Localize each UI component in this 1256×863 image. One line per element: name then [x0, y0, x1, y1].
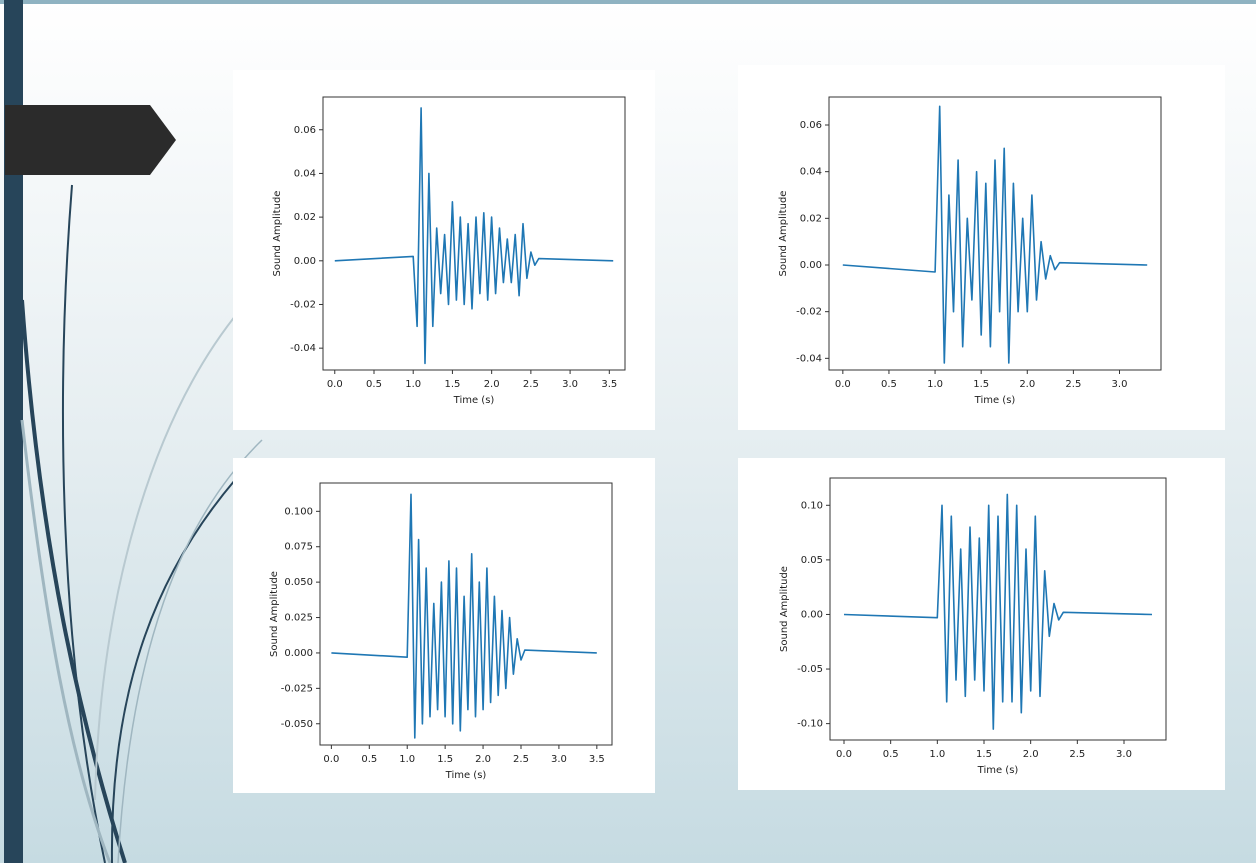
x-tick-label: 0.0: [323, 754, 339, 765]
x-tick-label: 0.5: [366, 379, 382, 390]
x-tick-label: 1.0: [399, 754, 415, 765]
x-axis-label: Time (s): [453, 395, 495, 406]
decor-curves: [20, 184, 263, 863]
y-tick-label: 0.00: [294, 256, 316, 267]
plot-frame: [322, 96, 626, 371]
chart: -0.04 -0.02 0.00 0.02 0.04 0.06 0.0 0.5 1.0 1.5 2.…: [738, 65, 1225, 430]
y-tick-label: 0.000: [284, 648, 313, 659]
plot-frame: [829, 477, 1167, 741]
y-tick-label: 0.025: [284, 613, 313, 624]
title-tab: [5, 105, 176, 175]
x-tick-label: 0.5: [881, 379, 897, 390]
x-tick-label: 0.0: [327, 379, 343, 390]
chart: -0.04 -0.02 0.00 0.02 0.04 0.06 0.0 0.5 1.0 1.5 2.…: [233, 70, 655, 430]
x-tick-label: 3.0: [551, 754, 567, 765]
y-tick-label: 0.06: [294, 125, 316, 136]
x-tick-label: 2.5: [1065, 379, 1081, 390]
chart: -0.10 -0.05 0.00 0.05 0.10 0.0 0.5 1.0 1.5 2.0 2.5…: [738, 458, 1225, 790]
y-tick-label: -0.10: [797, 719, 823, 730]
x-tick-label: 1.0: [929, 749, 945, 760]
y-tick-label: -0.050: [281, 719, 313, 730]
curve: [94, 309, 241, 801]
y-tick-label: 0.02: [294, 212, 316, 223]
x-tick-label: 1.0: [405, 379, 421, 390]
x-tick-label: 1.5: [976, 749, 992, 760]
x-tick-label: 2.0: [475, 754, 491, 765]
waveform: [331, 493, 597, 739]
y-axis-label: Sound Amplitude: [778, 191, 789, 277]
y-tick-label: -0.04: [290, 343, 316, 354]
y-tick-label: 0.05: [801, 555, 823, 566]
y-tick-label: 0.00: [801, 609, 823, 620]
x-axis-label: Time (s): [977, 765, 1019, 776]
y-tick-label: 0.075: [284, 542, 313, 553]
x-tick-label: 2.5: [1069, 749, 1085, 760]
x-tick-label: 3.0: [562, 379, 578, 390]
chart: -0.050 -0.025 0.000 0.025 0.050 0.075 0.100 0.0…: [233, 458, 655, 793]
y-tick-label: -0.025: [281, 683, 313, 694]
chart-panel: [738, 65, 1225, 430]
x-tick-label: 2.5: [523, 379, 539, 390]
y-tick-label: 0.050: [284, 577, 313, 588]
side-bar: [4, 0, 23, 863]
chart-panel: [233, 458, 655, 793]
x-tick-label: 3.5: [589, 754, 605, 765]
y-axis-label: Sound Amplitude: [269, 571, 280, 657]
curve: [20, 299, 127, 863]
x-tick-label: 1.5: [973, 379, 989, 390]
x-tick-label: 0.5: [883, 749, 899, 760]
waveform: [842, 105, 1148, 364]
waveform: [334, 107, 614, 365]
y-axis-label: Sound Amplitude: [779, 566, 790, 652]
x-tick-label: 0.0: [836, 749, 852, 760]
y-tick-label: -0.04: [796, 353, 822, 364]
curve: [117, 439, 263, 863]
y-tick-label: -0.05: [797, 664, 823, 675]
y-tick-label: 0.06: [800, 120, 822, 131]
y-tick-label: 0.04: [294, 168, 316, 179]
curve: [62, 184, 106, 863]
x-tick-label: 1.0: [927, 379, 943, 390]
y-tick-label: -0.02: [796, 307, 822, 318]
y-tick-label: 0.02: [800, 213, 822, 224]
x-tick-label: 2.0: [1019, 379, 1035, 390]
x-tick-label: 2.0: [484, 379, 500, 390]
x-tick-label: 0.0: [835, 379, 851, 390]
x-tick-label: 1.5: [444, 379, 460, 390]
curve: [110, 479, 236, 863]
x-tick-label: 1.5: [437, 754, 453, 765]
x-axis-label: Time (s): [974, 395, 1016, 406]
x-tick-label: 3.5: [601, 379, 617, 390]
plot-frame: [828, 96, 1162, 371]
y-tick-label: 0.04: [800, 167, 822, 178]
y-tick-label: 0.00: [800, 260, 822, 271]
y-tick-label: 0.100: [284, 506, 313, 517]
x-axis-label: Time (s): [445, 770, 487, 781]
top-rule: [0, 0, 1256, 4]
x-tick-label: 3.0: [1112, 379, 1128, 390]
waveform: [843, 493, 1153, 730]
y-axis-label: Sound Amplitude: [272, 191, 283, 277]
curve: [20, 419, 112, 863]
x-tick-label: 0.5: [361, 754, 377, 765]
y-tick-label: -0.02: [290, 299, 316, 310]
x-tick-label: 2.0: [1023, 749, 1039, 760]
x-tick-label: 3.0: [1116, 749, 1132, 760]
y-tick-label: 0.10: [801, 500, 823, 511]
charts: -0.04 -0.02 0.00 0.02 0.04 0.06 0.0 0.5 1.0 1.5 2.…: [233, 65, 1225, 793]
x-tick-label: 2.5: [513, 754, 529, 765]
plot-frame: [319, 482, 613, 746]
